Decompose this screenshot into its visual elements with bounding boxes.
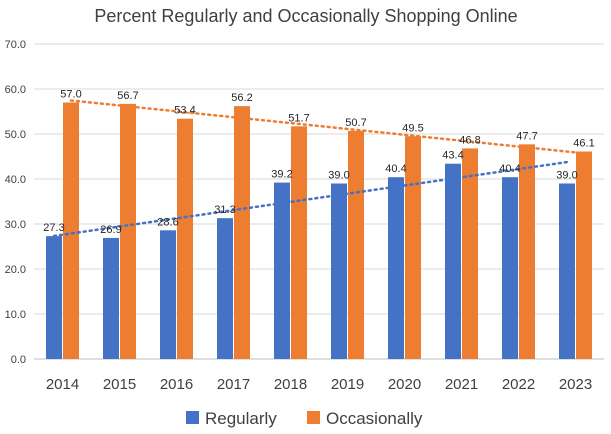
data-label-occasionally-2020: 49.5 [402, 122, 423, 134]
x-tick-label: 2019 [331, 376, 364, 393]
bar-regularly-2021 [445, 163, 461, 359]
data-label-occasionally-2015: 56.7 [117, 90, 138, 102]
y-tick-label: 40.0 [5, 174, 26, 186]
legend-swatch-regularly [186, 411, 199, 424]
chart-title: Percent Regularly and Occasionally Shopp… [94, 6, 517, 26]
data-label-occasionally-2019: 50.7 [345, 117, 366, 129]
bar-occasionally-2015 [120, 103, 136, 359]
bar-occasionally-2020 [405, 136, 421, 359]
bar-regularly-2016 [160, 230, 176, 359]
data-label-occasionally-2017: 56.2 [231, 92, 252, 104]
x-tick-label: 2021 [445, 376, 478, 393]
bar-occasionally-2023 [576, 151, 592, 359]
bar-regularly-2018 [274, 182, 290, 359]
y-tick-label: 0.0 [11, 354, 26, 366]
data-label-occasionally-2021: 46.8 [459, 134, 480, 146]
bar-regularly-2022 [502, 177, 518, 359]
trendlines [52, 99, 586, 238]
y-tick-label: 50.0 [5, 129, 26, 141]
bar-regularly-2015 [103, 237, 119, 359]
trendline-regularly [52, 160, 569, 238]
x-tick-label: 2016 [160, 376, 193, 393]
x-tick-label: 2020 [388, 376, 421, 393]
bar-occasionally-2014 [63, 102, 79, 359]
bar-occasionally-2016 [177, 118, 193, 359]
bar-occasionally-2022 [519, 144, 535, 359]
data-label-regularly-2023: 39.0 [556, 170, 577, 182]
data-label-regularly-2014: 27.3 [43, 222, 64, 234]
bar-occasionally-2021 [462, 148, 478, 359]
data-label-occasionally-2022: 47.7 [516, 130, 537, 142]
bar-regularly-2020 [388, 177, 404, 359]
x-tick-label: 2014 [46, 376, 79, 393]
legend-swatch-occasionally [307, 411, 320, 424]
legend-label-regularly: Regularly [205, 409, 277, 428]
x-tick-label: 2017 [217, 376, 250, 393]
data-label-regularly-2022: 40.4 [499, 163, 520, 175]
data-label-occasionally-2018: 51.7 [288, 112, 309, 124]
trendline-occasionally [69, 99, 586, 155]
bars [46, 102, 592, 359]
data-label-regularly-2020: 40.4 [385, 163, 406, 175]
bar-occasionally-2017 [234, 106, 250, 359]
y-tick-label: 60.0 [5, 84, 26, 96]
x-axis-ticks: 2014 2015 2016 2017 2018 2019 2020 2021 2022 2023 [46, 376, 592, 393]
x-tick-label: 2015 [103, 376, 136, 393]
legend: Regularly Occasionally [186, 409, 423, 428]
bar-occasionally-2019 [348, 130, 364, 359]
data-label-regularly-2017: 31.3 [214, 204, 235, 216]
x-tick-label: 2022 [502, 376, 535, 393]
data-label-regularly-2015: 26.9 [100, 224, 121, 236]
data-label-occasionally-2023: 46.1 [573, 138, 594, 150]
bar-regularly-2019 [331, 183, 347, 359]
x-tick-label: 2023 [559, 376, 592, 393]
x-tick-label: 2018 [274, 376, 307, 393]
data-label-occasionally-2014: 57.0 [60, 89, 81, 101]
legend-label-occasionally: Occasionally [326, 409, 423, 428]
bar-regularly-2017 [217, 218, 233, 359]
data-label-regularly-2019: 39.0 [328, 170, 349, 182]
data-label-regularly-2018: 39.2 [271, 169, 292, 181]
bar-occasionally-2018 [291, 126, 307, 359]
data-labels: 27.3 57.0 26.9 56.7 28.6 53.4 31.3 56.2 39.2 51.7… [43, 89, 594, 236]
y-axis-ticks: 0.0 10.0 20.0 30.0 40.0 50.0 60.0 70.0 [5, 39, 26, 366]
y-tick-label: 10.0 [5, 309, 26, 321]
data-label-occasionally-2016: 53.4 [174, 105, 195, 117]
bar-regularly-2014 [46, 236, 62, 359]
bar-regularly-2023 [559, 183, 575, 359]
data-label-regularly-2016: 28.6 [157, 216, 178, 228]
data-label-regularly-2021: 43.4 [442, 150, 463, 162]
y-tick-label: 30.0 [5, 219, 26, 231]
y-tick-label: 70.0 [5, 39, 26, 51]
y-tick-label: 20.0 [5, 264, 26, 276]
